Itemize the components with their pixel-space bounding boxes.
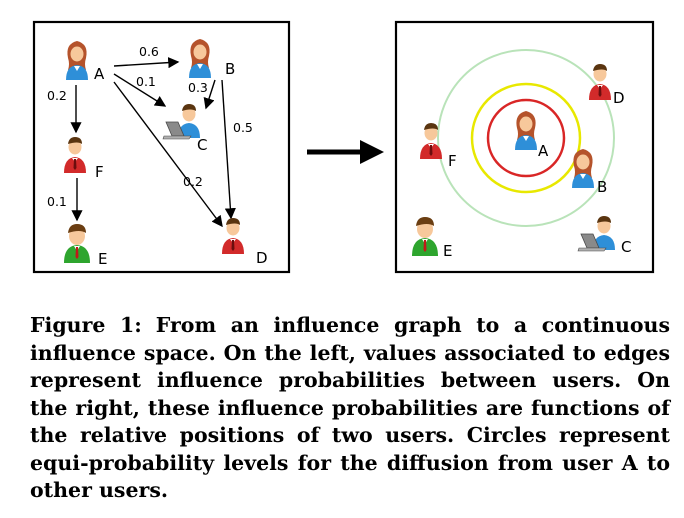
caption-label: Figure 1: — [30, 313, 142, 337]
edge-b-c — [203, 79, 216, 110]
left-graph-nodes: A B C D E F — [64, 39, 268, 268]
right-node-b-label: B — [597, 178, 607, 196]
outer-circle — [437, 49, 615, 227]
edge-label-a-b: 0.6 — [139, 44, 159, 59]
edge-a-b — [113, 57, 180, 69]
right-space-nodes: A B C D E F — [412, 64, 631, 260]
figure-caption: Figure 1: From an influence graph to a c… — [30, 312, 670, 505]
edge-a-c — [113, 73, 167, 107]
left-node-b-figure — [189, 39, 211, 78]
edge-b-d — [221, 79, 236, 220]
edge-label-a-f: 0.2 — [47, 88, 67, 103]
right-node-d-label: D — [613, 89, 625, 107]
left-node-f-label: F — [95, 163, 104, 181]
left-node-b-label: B — [225, 60, 235, 78]
edge-label-b-d: 0.5 — [233, 120, 253, 135]
inner-circle — [486, 98, 566, 178]
figure-svg: 0.6 0.1 0.3 0.2 0.5 0.2 0.1 — [32, 20, 655, 274]
edge-label-b-c: 0.3 — [188, 80, 208, 95]
right-node-a-figure — [515, 111, 537, 150]
transition-arrow — [307, 140, 384, 164]
left-node-d-label: D — [256, 249, 268, 267]
right-node-e-label: E — [443, 242, 452, 260]
equi-probability-circles — [437, 49, 615, 227]
right-node-a-label: A — [538, 142, 549, 160]
figure-canvas: 0.6 0.1 0.3 0.2 0.5 0.2 0.1 — [32, 20, 655, 274]
edge-label-f-e: 0.1 — [47, 194, 67, 209]
left-node-c-label: C — [197, 136, 207, 154]
edge-label-a-c: 0.1 — [136, 74, 156, 89]
left-node-a-label: A — [94, 65, 105, 83]
right-node-b-figure — [572, 149, 594, 188]
edge-labels: 0.6 0.1 0.3 0.2 0.5 0.2 0.1 — [47, 44, 253, 209]
left-graph-edges — [70, 57, 236, 228]
middle-circle — [470, 82, 582, 194]
caption-text: From an influence graph to a continuous … — [30, 313, 670, 502]
left-node-e-label: E — [98, 250, 107, 268]
right-node-f-label: F — [448, 152, 457, 170]
edge-a-d — [113, 81, 223, 228]
right-node-c-label: C — [621, 238, 631, 256]
edge-label-a-d: 0.2 — [183, 174, 203, 189]
left-node-a-figure — [66, 41, 88, 80]
